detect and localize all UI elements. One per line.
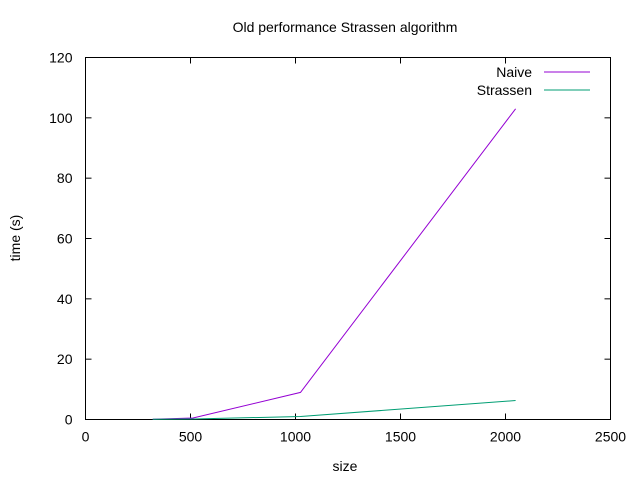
series-line-strassen (152, 400, 516, 420)
x-tick-label: 0 (82, 429, 90, 445)
series-lines (152, 108, 516, 420)
y-tick-label: 60 (57, 231, 73, 247)
y-tick-label: 20 (57, 351, 73, 367)
y-tick-label: 120 (49, 50, 73, 66)
chart-title: Old performance Strassen algorithm (233, 19, 458, 35)
x-tick-label: 1500 (385, 429, 416, 445)
plot-frame (85, 57, 611, 420)
legend-label-strassen: Strassen (477, 82, 532, 98)
x-tick-label: 1000 (280, 429, 311, 445)
legend: Naive Strassen (477, 64, 590, 98)
x-tick-label: 2000 (490, 429, 521, 445)
y-tick-label: 80 (57, 170, 73, 186)
x-axis-label: size (333, 458, 358, 474)
series-line-naive (152, 108, 516, 420)
legend-label-naive: Naive (496, 64, 532, 80)
y-axis: 0 20 40 60 80 100 120 (49, 50, 611, 428)
x-axis: 0 500 1000 1500 2000 2500 (82, 57, 626, 445)
y-tick-label: 0 (65, 412, 73, 428)
x-tick-label: 2500 (595, 429, 626, 445)
y-tick-label: 100 (49, 110, 73, 126)
y-axis-label: time (s) (7, 215, 23, 262)
x-tick-label: 500 (179, 429, 203, 445)
y-tick-label: 40 (57, 291, 73, 307)
